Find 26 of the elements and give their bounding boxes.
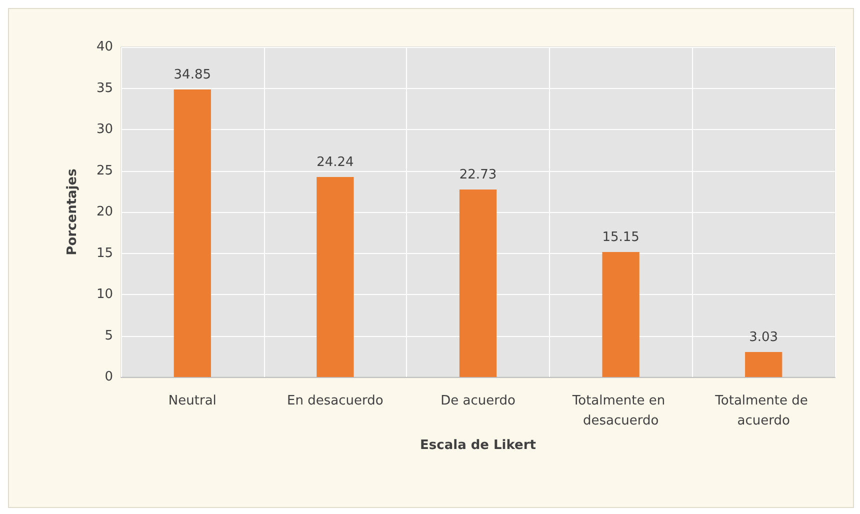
y-tick-label: 5 <box>104 328 113 344</box>
data-label: 3.03 <box>749 330 778 346</box>
bar <box>602 252 640 377</box>
y-tick-label: 15 <box>96 246 113 261</box>
y-tick-label: 40 <box>96 40 113 54</box>
y-tick-label: 20 <box>96 204 113 220</box>
bar <box>459 189 497 377</box>
x-tick-label: Totalmente en desacuerdo <box>571 394 670 428</box>
data-label: 15.15 <box>602 230 640 246</box>
x-tick-label: En desacuerdo <box>287 394 384 408</box>
data-label: 24.24 <box>316 155 354 170</box>
y-tick-label: 35 <box>96 80 113 96</box>
bar <box>316 177 354 377</box>
y-tick-label: 10 <box>96 287 113 302</box>
y-tick-label: 25 <box>96 163 113 178</box>
y-axis-title: Porcentajes <box>65 168 80 256</box>
x-tick-label: De acuerdo <box>440 394 516 408</box>
x-tick-label: Totalmente de acuerdo <box>714 394 812 428</box>
x-axis-title: Escala de Likert <box>420 438 536 453</box>
data-label: 22.73 <box>459 167 497 182</box>
y-tick-label: 30 <box>96 122 113 137</box>
bar <box>174 89 211 377</box>
bar <box>745 352 782 377</box>
data-label: 34.85 <box>174 67 212 82</box>
y-tick-label: 0 <box>104 370 113 384</box>
x-tick-label: Neutral <box>168 394 216 408</box>
